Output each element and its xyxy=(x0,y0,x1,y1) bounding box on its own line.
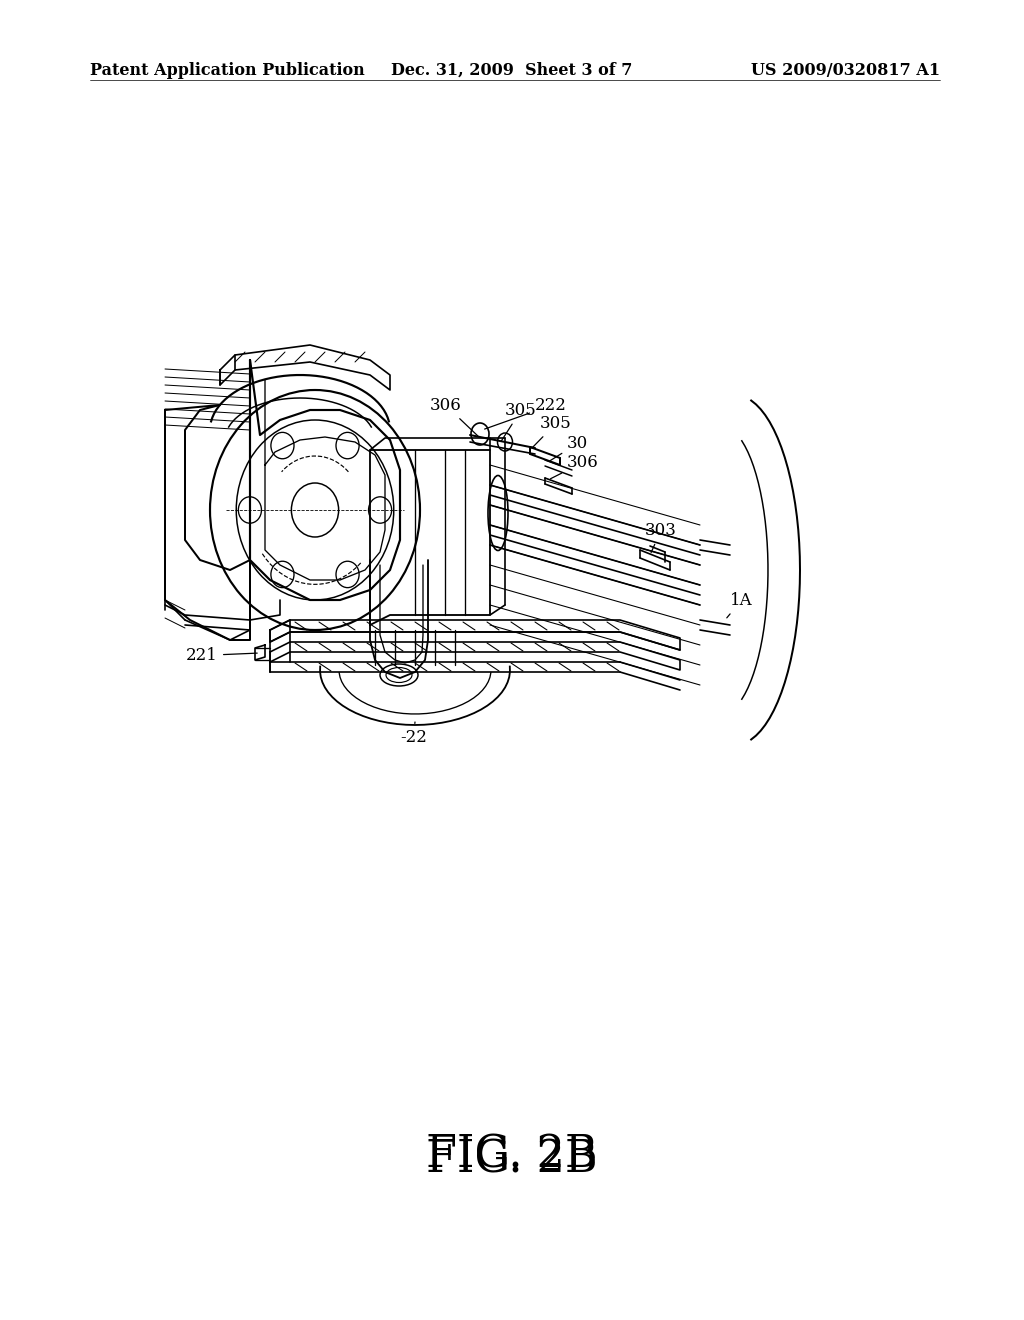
Text: 1A: 1A xyxy=(727,591,753,618)
Text: US 2009/0320817 A1: US 2009/0320817 A1 xyxy=(751,62,940,79)
Text: 30: 30 xyxy=(550,436,588,461)
Text: 222: 222 xyxy=(484,397,567,429)
Text: 305: 305 xyxy=(531,414,571,447)
Text: FIG. 2B: FIG. 2B xyxy=(426,1138,598,1181)
Text: 303: 303 xyxy=(645,521,677,553)
Text: 221: 221 xyxy=(186,647,257,664)
Text: 306: 306 xyxy=(551,454,599,479)
Text: 306: 306 xyxy=(430,397,478,436)
Text: Dec. 31, 2009  Sheet 3 of 7: Dec. 31, 2009 Sheet 3 of 7 xyxy=(391,62,633,79)
Text: 305: 305 xyxy=(502,403,537,441)
Text: -22: -22 xyxy=(400,722,427,746)
Text: Patent Application Publication: Patent Application Publication xyxy=(90,62,365,79)
Text: FIG. 2B: FIG. 2B xyxy=(426,1134,598,1176)
